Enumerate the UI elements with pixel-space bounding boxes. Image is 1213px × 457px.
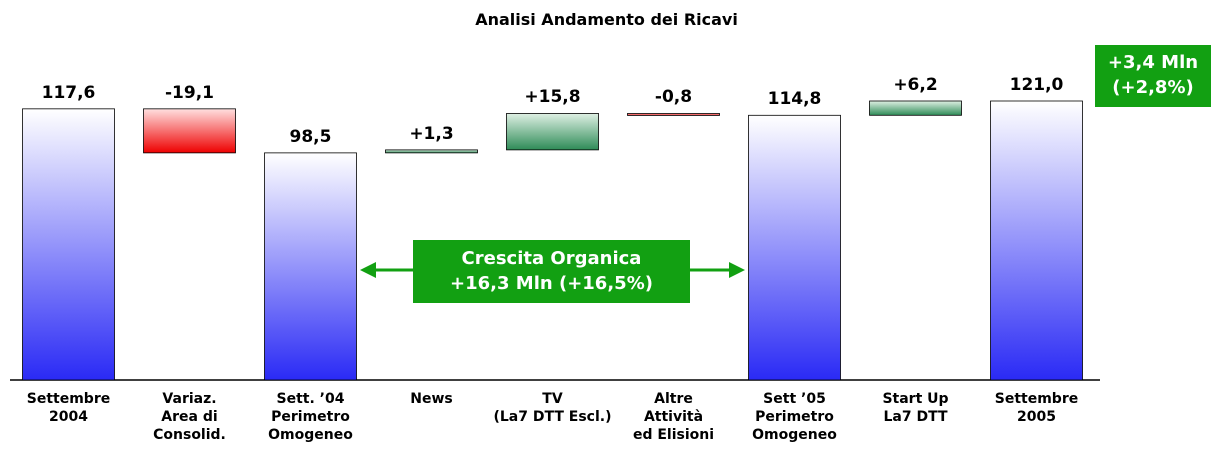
annotation: Crescita Organica +16,3 Mln (+16,5%) — [413, 240, 690, 303]
arrow-head — [360, 262, 376, 278]
bar — [869, 100, 962, 116]
value-label: +15,8 — [524, 87, 581, 108]
x-tick-label: TV (La7 DTT Escl.) — [493, 391, 612, 425]
chart-title: Analisi Andamento dei Ricavi — [475, 10, 738, 29]
value-label: -0,8 — [654, 87, 693, 108]
value-label: -19,1 — [165, 82, 214, 103]
x-tick-label: Sett. ’04 Perimetro Omogeneo — [268, 391, 353, 443]
arrow-head — [729, 262, 745, 278]
bar — [627, 113, 720, 116]
x-tick-label: Start Up La7 DTT — [882, 391, 949, 425]
bar — [990, 100, 1083, 381]
bar — [143, 108, 236, 154]
bar — [748, 114, 841, 381]
bar — [264, 152, 357, 381]
value-label: 114,8 — [767, 89, 822, 110]
x-tick-label: Settembre 2004 — [26, 391, 111, 425]
x-tick-label: Altre Attività ed Elisioni — [632, 391, 715, 443]
x-tick-label: Settembre 2005 — [994, 391, 1079, 425]
value-label: 117,6 — [41, 82, 96, 103]
x-tick-label: Variaz. Area di Consolid. — [153, 391, 226, 443]
value-label: +1,3 — [409, 123, 454, 144]
x-tick-label: News — [410, 391, 453, 407]
bar — [22, 108, 115, 381]
value-label: 98,5 — [289, 126, 332, 147]
x-tick-label: Sett ’05 Perimetro Omogeneo — [752, 391, 837, 443]
value-label: 121,0 — [1009, 75, 1064, 95]
value-label: +6,2 — [893, 75, 938, 95]
bar — [506, 113, 599, 151]
bar — [385, 149, 478, 154]
annotation: +3,4 Mln (+2,8%) — [1095, 45, 1211, 107]
